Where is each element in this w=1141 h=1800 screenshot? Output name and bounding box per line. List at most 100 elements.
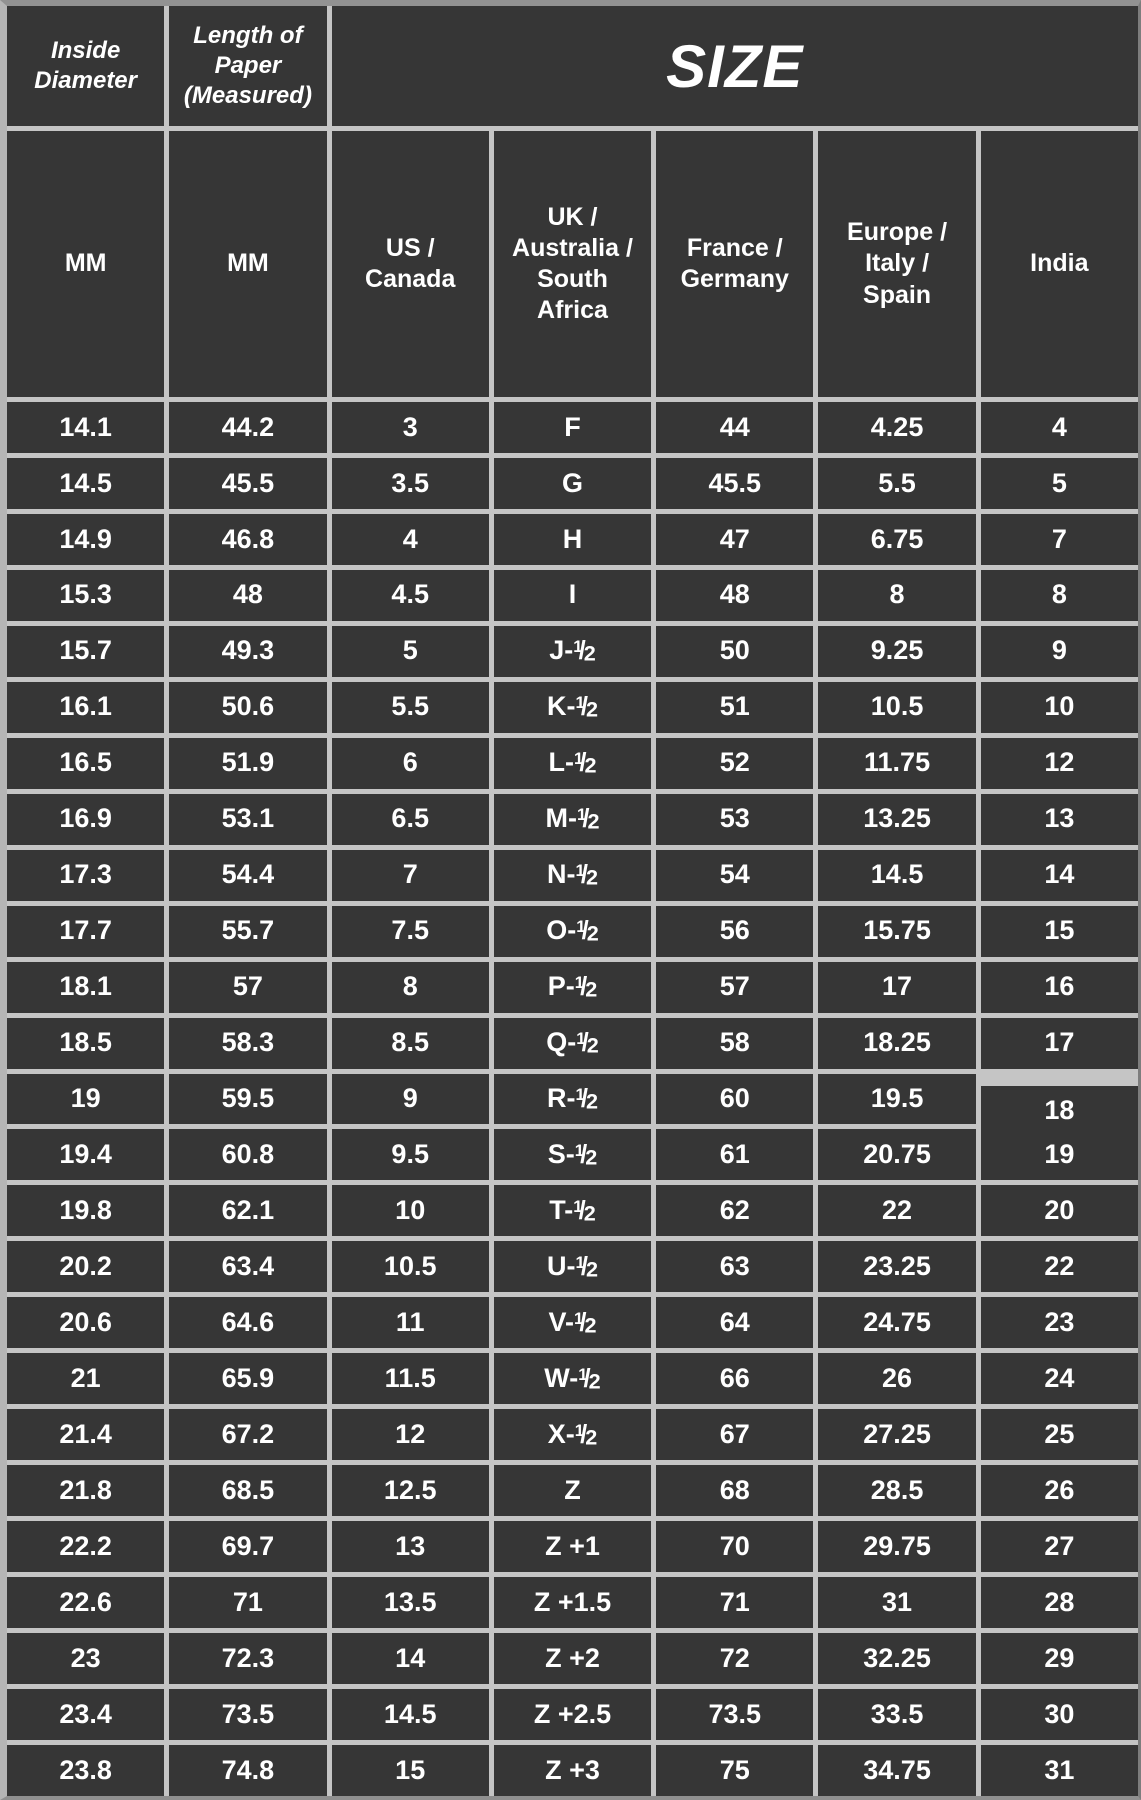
table-cell: 11 (331, 1297, 489, 1349)
table-cell: 59.5 (169, 1073, 327, 1125)
table-cell: 4 (331, 513, 489, 565)
table-cell: 5.5 (331, 681, 489, 733)
table-cell: 17 (980, 1017, 1138, 1069)
table-cell: 9 (980, 625, 1138, 677)
table-cell: 10 (331, 1185, 489, 1237)
table-cell: 22.2 (7, 1521, 165, 1573)
table-cell: I (493, 569, 652, 621)
table-cell: 70 (656, 1521, 814, 1573)
table-cell: 8 (331, 961, 489, 1013)
table-cell: 12 (331, 1409, 489, 1461)
column-header-mm-paper: MM (169, 131, 327, 397)
table-cell: X- 1/2 (493, 1409, 652, 1461)
table-cell: 3 (331, 402, 489, 453)
table-cell: L- 1/2 (493, 737, 652, 789)
table-cell: 19 (7, 1073, 165, 1125)
table-cell: 24.75 (818, 1297, 976, 1349)
table-cell: 32.25 (818, 1633, 976, 1685)
table-cell: 9.25 (818, 625, 976, 677)
table-cell: 15 (980, 905, 1138, 957)
table-cell: 18 (980, 1085, 1138, 1137)
table-cell: 71 (169, 1577, 327, 1629)
table-cell: P- 1/2 (493, 961, 652, 1013)
table-cell: 46.8 (169, 513, 327, 565)
table-cell: 18.5 (7, 1017, 165, 1069)
half-fraction: 1/2 (573, 1197, 596, 1226)
table-cell: 4 (980, 402, 1138, 453)
table-cell: 48 (169, 569, 327, 621)
table-cell: 51 (656, 681, 814, 733)
table-cell: 8 (818, 569, 976, 621)
table-cell: 10 (980, 681, 1138, 733)
half-fraction: 1/2 (575, 1252, 598, 1282)
table-cell: 5 (331, 625, 489, 677)
table-cell: 17 (818, 961, 976, 1013)
table-cell: Q- 1/2 (493, 1017, 652, 1069)
table-cell: 7 (331, 849, 489, 901)
table-cell: 7.5 (331, 905, 489, 957)
table-cell: 29.75 (818, 1521, 976, 1573)
table-cell: G (493, 457, 652, 509)
table-cell: 12.5 (331, 1465, 489, 1517)
table-cell: 73.5 (169, 1689, 327, 1741)
table-cell: 74.8 (169, 1745, 327, 1796)
table-cell: 14.9 (7, 513, 165, 565)
table-cell: 65.9 (169, 1353, 327, 1405)
table-cell: 21 (7, 1353, 165, 1405)
table-cell: N- 1/2 (493, 849, 652, 901)
half-fraction: 1/2 (573, 637, 596, 667)
table-cell: 21.4 (7, 1409, 165, 1461)
table-cell: 64 (656, 1297, 814, 1349)
table-cell: 49.3 (169, 625, 327, 677)
table-cell: 50.6 (169, 681, 327, 733)
table-cell: 48 (656, 569, 814, 621)
table-cell: 14 (980, 849, 1138, 901)
table-cell: 15 (331, 1745, 489, 1796)
table-cell: 28.5 (818, 1465, 976, 1517)
table-cell: 5.5 (818, 457, 976, 509)
table-cell: 9 (331, 1073, 489, 1125)
table-cell: 57 (656, 961, 814, 1013)
table-cell: 12 (980, 737, 1138, 789)
table-cell: 15.75 (818, 905, 976, 957)
table-cell: 14.1 (7, 402, 165, 453)
table-cell: 23.8 (7, 1745, 165, 1796)
table-cell: 63 (656, 1241, 814, 1293)
table-cell: 34.75 (818, 1745, 976, 1796)
table-cell: 29 (980, 1633, 1138, 1685)
table-cell: 63.4 (169, 1241, 327, 1293)
table-cell: 14.5 (818, 849, 976, 901)
table-cell: 20.2 (7, 1241, 165, 1293)
half-fraction: 1/2 (576, 917, 599, 946)
table-cell: 8.5 (331, 1017, 489, 1069)
column-header-france-germany: France / Germany (656, 131, 814, 397)
table-cell: 19.5 (818, 1073, 976, 1125)
table-cell: 17.7 (7, 905, 165, 957)
table-cell: 53 (656, 793, 814, 845)
table-cell: R- 1/2 (493, 1073, 652, 1125)
table-cell: 10.5 (818, 681, 976, 733)
half-fraction: 1/2 (574, 1308, 597, 1338)
table-cell: 9.5 (331, 1129, 489, 1181)
table-cell: 45.5 (656, 457, 814, 509)
table-cell: 19 (980, 1129, 1138, 1181)
table-cell: 20.6 (7, 1297, 165, 1349)
table-cell: 3.5 (331, 457, 489, 509)
table-cell: 13 (331, 1521, 489, 1573)
table-cell: 50 (656, 625, 814, 677)
table-cell: 57 (169, 961, 327, 1013)
table-cell: 30 (980, 1689, 1138, 1741)
half-fraction: 1/2 (575, 1085, 598, 1114)
table-cell: 15.7 (7, 625, 165, 677)
table-cell: 24 (980, 1353, 1138, 1405)
table-cell: 31 (818, 1577, 976, 1629)
table-cell: 44.2 (169, 402, 327, 453)
table-cell: T- 1/2 (493, 1185, 652, 1237)
column-header-mm-diameter: MM (7, 131, 165, 397)
table-cell: M- 1/2 (493, 793, 652, 845)
table-cell: F (493, 402, 652, 453)
table-cell: Z +2.5 (493, 1689, 652, 1741)
half-fraction: 1/2 (577, 805, 600, 835)
table-cell: 56 (656, 905, 814, 957)
table-cell: 69.7 (169, 1521, 327, 1573)
